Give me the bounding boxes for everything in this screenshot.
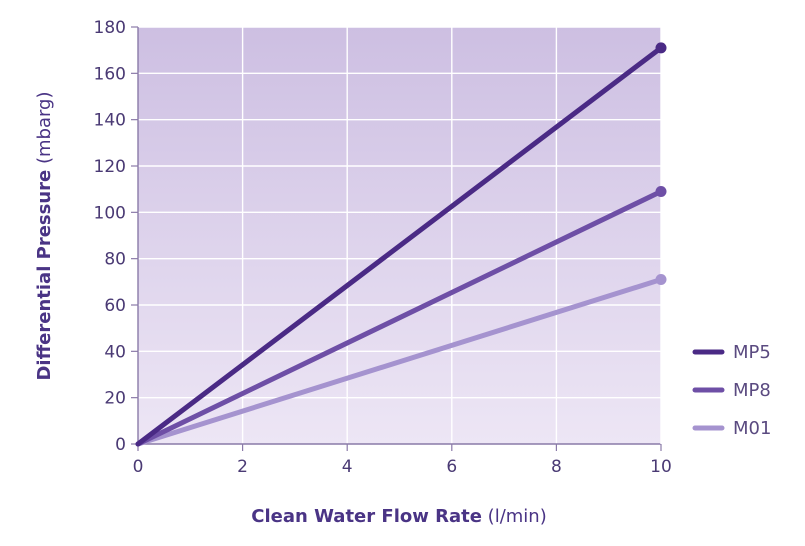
x-tick-label: 0 (133, 457, 144, 477)
y-tick-label: 180 (94, 18, 126, 38)
y-tick-label: 0 (115, 435, 126, 455)
x-tick-labels: 0 2 4 6 8 10 (133, 457, 672, 477)
legend: MP5 MP8 M01 (692, 342, 771, 439)
series-line-mp8 (135, 188, 664, 447)
x-tick-label: 2 (237, 457, 248, 477)
y-tick-label: 160 (94, 64, 126, 84)
x-tick-label: 4 (342, 457, 353, 477)
series-endpoint-mp5 (655, 42, 667, 54)
y-tick-label: 40 (104, 342, 126, 362)
legend-label-m01: M01 (733, 418, 771, 439)
axes (131, 26, 662, 451)
legend-label-mp8: MP8 (733, 380, 771, 401)
series-line-m01 (135, 277, 664, 447)
y-tick-labels: 0 20 40 60 80 100 120 140 160 180 (94, 18, 126, 455)
x-tick-label: 10 (650, 457, 672, 477)
y-tick-label: 80 (104, 250, 126, 270)
y-tick-label: 60 (104, 296, 126, 316)
y-tick-label: 120 (94, 157, 126, 177)
x-axis-title: Clean Water Flow Rate (l/min) (251, 506, 546, 527)
y-axis-title: Differential Pressure (mbarg) (34, 91, 55, 380)
y-tick-label: 20 (104, 389, 126, 409)
y-tick-label: 100 (94, 203, 126, 223)
series-lines (135, 42, 667, 447)
series-line-mp5 (135, 45, 664, 447)
series-endpoint-m01 (655, 274, 667, 286)
legend-label-mp5: MP5 (733, 342, 771, 363)
x-tick-label: 6 (446, 457, 457, 477)
x-tick-label: 8 (551, 457, 562, 477)
grid-lines (138, 26, 661, 444)
series-endpoint-mp8 (655, 185, 667, 197)
y-tick-label: 140 (94, 111, 126, 131)
